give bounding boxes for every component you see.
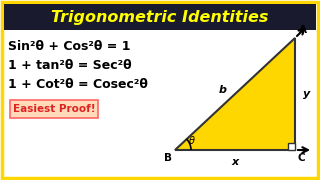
Text: b: b <box>219 85 227 95</box>
Text: B: B <box>164 153 172 163</box>
Polygon shape <box>175 38 295 150</box>
Text: y: y <box>303 89 310 99</box>
Bar <box>10 100 98 118</box>
Text: 1 + Cot²θ = Cosec²θ: 1 + Cot²θ = Cosec²θ <box>8 78 148 91</box>
Text: A: A <box>299 25 307 35</box>
Text: Sin²θ + Cos²θ = 1: Sin²θ + Cos²θ = 1 <box>8 39 131 53</box>
Text: x: x <box>231 157 239 167</box>
Text: Easiest Proof!: Easiest Proof! <box>13 104 95 114</box>
Text: C: C <box>298 153 306 163</box>
Text: θ: θ <box>189 136 195 146</box>
Bar <box>288 143 295 150</box>
Text: Trigonometric Identities: Trigonometric Identities <box>51 10 269 24</box>
Bar <box>4 4 316 30</box>
Text: 1 + tan²θ = Sec²θ: 1 + tan²θ = Sec²θ <box>8 58 132 71</box>
